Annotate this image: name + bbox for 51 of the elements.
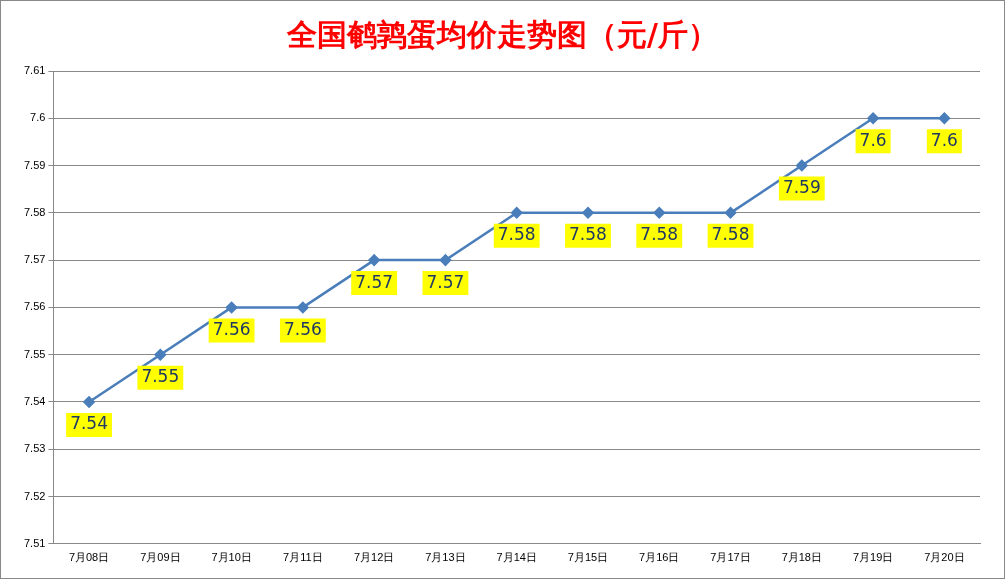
- point: [724, 207, 737, 219]
- point: [83, 396, 95, 408]
- x-tick-label: 7月10日: [211, 551, 252, 564]
- x-tick-label: 7月18日: [781, 551, 822, 564]
- y-tick-label: 7.6: [30, 111, 46, 124]
- y-tick-label: 7.59: [23, 158, 46, 171]
- data-label: 7.59: [782, 176, 821, 197]
- x-tick-label: 7月14日: [496, 551, 537, 564]
- x-tick-label: 7月08日: [68, 551, 110, 564]
- x-tick-label: 7月20日: [924, 551, 965, 564]
- data-label: 7.58: [640, 224, 679, 245]
- x-tick-label: 7月09日: [140, 551, 181, 564]
- point: [582, 207, 594, 219]
- y-tick-label: 7.57: [23, 253, 46, 266]
- y-tick-label: 7.61: [23, 64, 46, 77]
- x-tick-label: 7月15日: [567, 551, 609, 564]
- data-label: 7.58: [569, 224, 607, 245]
- point: [154, 348, 167, 361]
- y-tick-label: 7.53: [23, 442, 46, 455]
- point: [510, 207, 523, 219]
- point: [439, 254, 452, 266]
- point: [938, 112, 951, 125]
- data-label: 7.6: [930, 129, 958, 150]
- point: [867, 112, 879, 125]
- data-label: 7.56: [212, 318, 251, 339]
- data-label: 7.57: [426, 271, 465, 292]
- data-label: 7.6: [859, 129, 887, 150]
- point: [225, 301, 238, 314]
- data-label: 7.55: [141, 366, 180, 387]
- y-tick-label: 7.52: [23, 489, 46, 502]
- chart-title: 全国鹌鹑蛋均价走势图（元/斤）: [286, 16, 719, 54]
- point: [796, 159, 808, 172]
- data-label: 7.56: [283, 318, 322, 339]
- point: [653, 207, 666, 219]
- y-tick-label: 7.56: [23, 300, 46, 313]
- x-tick-label: 7月17日: [710, 551, 751, 564]
- x-tick-label: 7月13日: [425, 551, 466, 564]
- data-label: 7.58: [711, 224, 750, 245]
- x-tick-label: 7月19日: [852, 551, 894, 564]
- point: [368, 254, 380, 266]
- data-label: 7.54: [70, 413, 108, 434]
- x-tick-label: 7月12日: [353, 551, 395, 564]
- y-tick-label: 7.58: [23, 205, 46, 218]
- y-tick-label: 7.54: [23, 394, 46, 407]
- y-tick-label: 7.55: [23, 347, 46, 360]
- point: [297, 301, 309, 314]
- y-tick-label: 7.51: [23, 536, 46, 549]
- x-tick-label: 7月11日: [283, 551, 323, 564]
- x-tick-label: 7月16日: [639, 551, 680, 564]
- data-label: 7.58: [497, 224, 536, 245]
- data-label: 7.57: [355, 271, 394, 292]
